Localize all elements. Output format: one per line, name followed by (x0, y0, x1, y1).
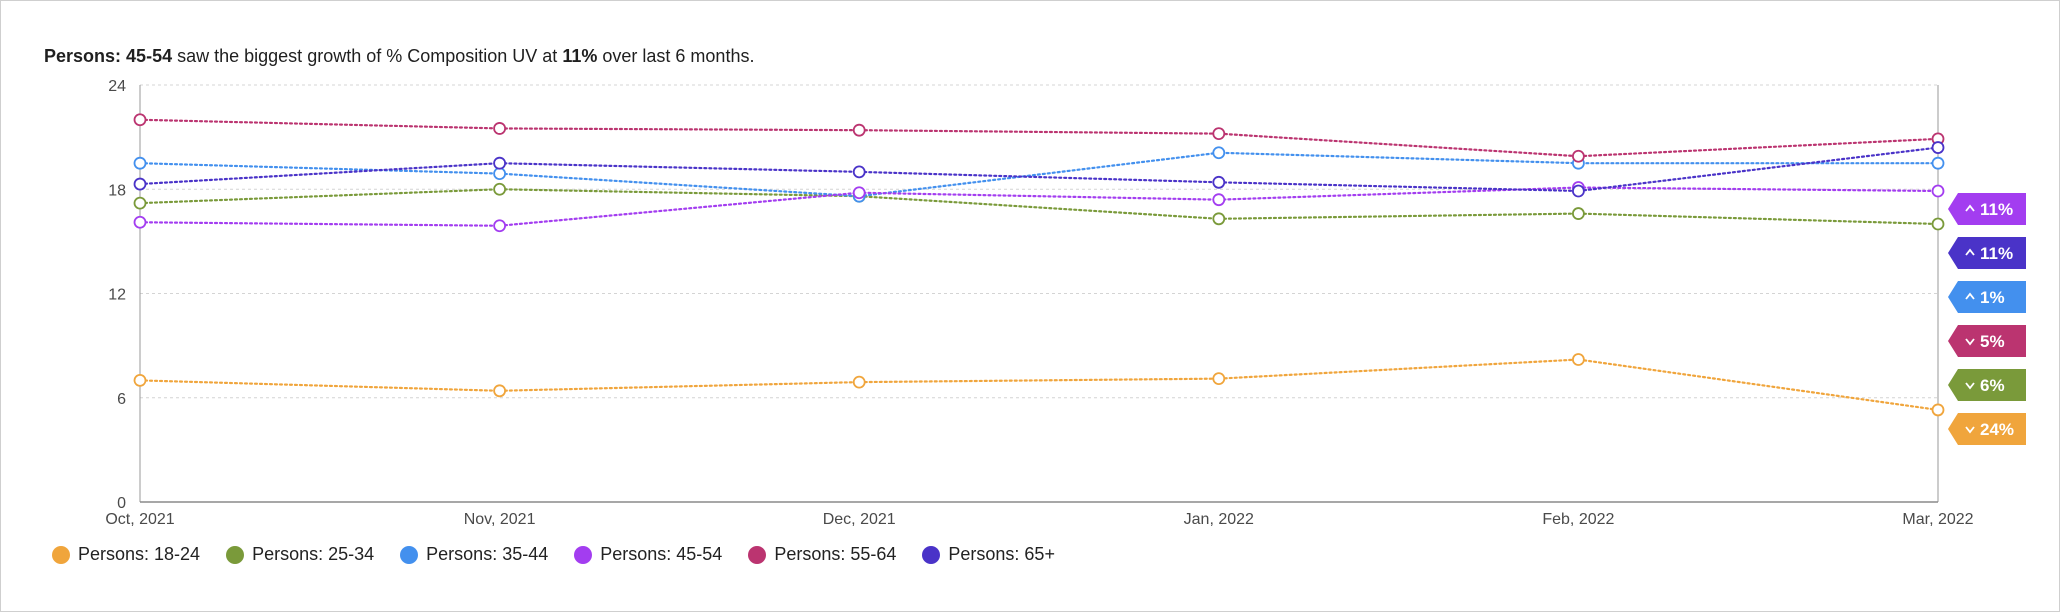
data-point (852, 123, 866, 137)
data-point (1931, 403, 1945, 417)
x-tick-label: Feb, 2022 (1542, 511, 1614, 528)
headline-middle: saw the biggest growth of % Composition … (177, 46, 558, 66)
data-point (1572, 184, 1585, 198)
legend-label: Persons: 45-54 (600, 544, 723, 564)
data-point (493, 167, 507, 181)
legend-swatch (922, 545, 941, 564)
data-point (1931, 156, 1945, 170)
change-badge-label: 11% (1980, 200, 2013, 219)
data-point (1572, 149, 1585, 163)
series-line (138, 358, 1940, 412)
data-point (1572, 207, 1585, 220)
legend-item[interactable]: Persons: 55-64 (748, 544, 896, 565)
data-point (1931, 184, 1945, 198)
change-badge (1948, 281, 2026, 313)
chart-legend: Persons: 18-24 Persons: 25-34 Persons: 35-… (52, 544, 1081, 565)
legend-label: Persons: 18-24 (78, 544, 201, 564)
y-tick-label: 12 (108, 287, 126, 304)
x-tick-label: Nov, 2021 (464, 511, 536, 528)
data-point (133, 373, 147, 387)
data-point (133, 113, 147, 127)
change-badge-label: 24% (1980, 420, 2014, 439)
data-point (852, 165, 866, 179)
chevron-down-icon (1965, 382, 1975, 390)
data-point (493, 156, 507, 170)
headline-lead: Persons: (44, 46, 122, 66)
data-point (493, 384, 507, 398)
data-point (852, 375, 866, 389)
x-tick-label: Mar, 2022 (1902, 511, 1973, 528)
headline-value: 11% (562, 46, 598, 66)
data-point (1212, 372, 1226, 386)
change-badge-label: 5% (1980, 332, 2005, 351)
data-point (493, 122, 507, 135)
legend-label: Persons: 35-44 (426, 544, 549, 564)
legend-swatch (574, 545, 593, 564)
data-point (1212, 193, 1226, 207)
y-tick-label: 24 (108, 78, 126, 95)
change-badge (1948, 237, 2026, 269)
x-tick-label: Dec, 2021 (823, 511, 896, 528)
legend-item[interactable]: Persons: 18-24 (52, 544, 200, 565)
chevron-down-icon (1965, 338, 1975, 346)
data-point (133, 196, 147, 210)
legend-swatch (748, 545, 767, 564)
legend-label: Persons: 55-64 (774, 544, 897, 564)
x-tick-label: Jan, 2022 (1184, 511, 1254, 528)
change-badge (1948, 193, 2026, 225)
legend-label: Persons: 65+ (948, 544, 1055, 564)
chevron-up-icon (1965, 248, 1975, 256)
data-point (493, 219, 507, 233)
data-point (1572, 353, 1585, 366)
x-tick-label: Oct, 2021 (105, 511, 174, 528)
data-point (1212, 127, 1226, 141)
y-tick-label: 0 (117, 495, 126, 512)
series-line (138, 118, 1940, 158)
data-point (1212, 146, 1226, 160)
change-badge-label: 11% (1980, 244, 2013, 263)
series-line (138, 186, 1940, 227)
data-point (1931, 141, 1945, 154)
chevron-down-icon (1965, 426, 1975, 434)
headline-tail: over last 6 months. (602, 46, 755, 66)
data-point (493, 182, 507, 196)
data-point (852, 186, 866, 200)
series-line (138, 188, 1940, 226)
change-badge (1948, 369, 2026, 401)
legend-item[interactable]: Persons: 45-54 (574, 544, 722, 565)
data-point (133, 177, 147, 191)
legend-item[interactable]: Persons: 65+ (922, 544, 1055, 565)
legend-label: Persons: 25-34 (252, 544, 375, 564)
data-point (1931, 217, 1945, 231)
series-line (138, 151, 1940, 198)
data-point (133, 215, 147, 229)
chevron-up-icon (1965, 292, 1975, 300)
legend-item[interactable]: Persons: 25-34 (226, 544, 374, 565)
change-badge-label: 1% (1980, 288, 2005, 307)
change-badge-label: 6% (1980, 376, 2005, 395)
y-tick-label: 6 (117, 391, 126, 408)
change-badge (1948, 413, 2026, 445)
data-point (133, 156, 147, 170)
change-badge (1948, 325, 2026, 357)
legend-swatch (400, 545, 419, 564)
y-tick-label: 18 (108, 182, 126, 199)
chevron-up-icon (1965, 204, 1975, 212)
legend-swatch (52, 545, 70, 564)
series-line (138, 146, 1940, 193)
data-point (1212, 212, 1226, 226)
headline-highlight: 45-54 (126, 46, 173, 66)
data-point (1212, 175, 1226, 189)
legend-item[interactable]: Persons: 35-44 (400, 544, 548, 565)
legend-swatch (226, 545, 245, 564)
insight-headline: Persons: 45-54 saw the biggest growth of… (44, 46, 754, 67)
